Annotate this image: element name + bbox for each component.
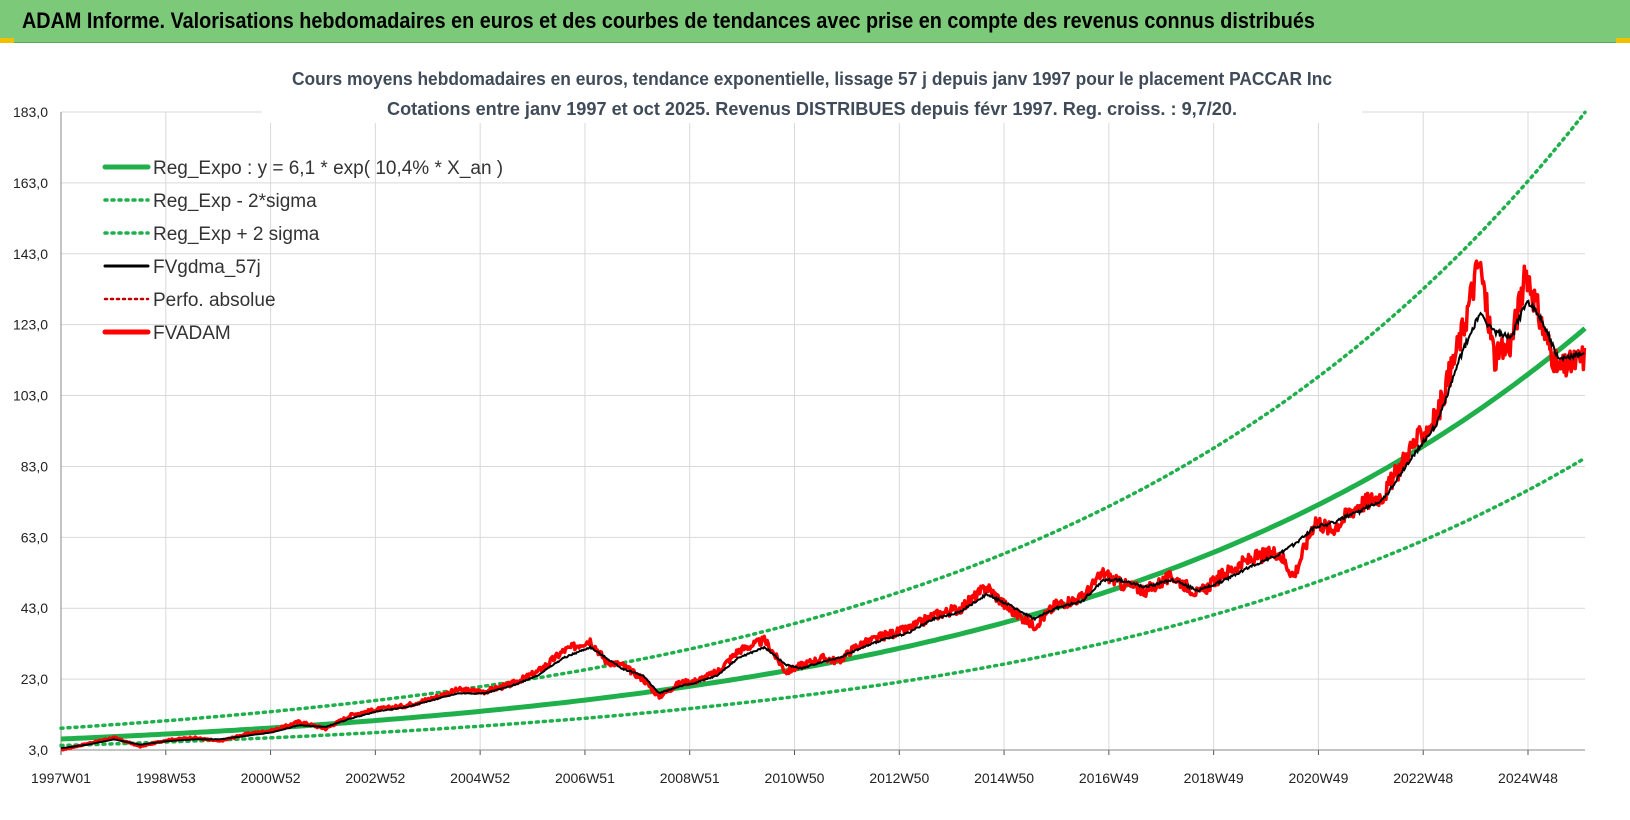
chart-title-line1: Cours moyens hebdomadaires en euros, ten…	[292, 69, 1332, 89]
x-tick-label: 2022W48	[1393, 770, 1453, 786]
x-tick-label: 2004W52	[450, 770, 510, 786]
y-tick-label: 143,0	[13, 246, 48, 262]
report-title: ADAM Informe. Valorisations hebdomadaire…	[22, 8, 1315, 33]
y-tick-label: 83,0	[21, 458, 48, 474]
x-tick-label: 2014W50	[974, 770, 1034, 786]
y-tick-label: 43,0	[21, 600, 48, 616]
title-background	[262, 63, 1362, 123]
x-tick-label: 2006W51	[555, 770, 615, 786]
y-tick-label: 63,0	[21, 529, 48, 545]
chart-area: 3,0 23,0 43,0 63,0 83,0 103,0 123,0 143,0 163,0 1…	[0, 43, 1630, 815]
chart-title-line2: Cotations entre janv 1997 et oct 2025. R…	[387, 99, 1237, 119]
lower-sigma-line	[59, 456, 1587, 748]
x-tick-label: 2010W50	[765, 770, 825, 786]
y-tick-label: 3,0	[29, 742, 49, 758]
series-lines	[59, 110, 1587, 752]
x-tick-label: 2018W49	[1184, 770, 1244, 786]
upper-sigma-line	[59, 110, 1587, 730]
y-tick-label: 103,0	[13, 388, 48, 404]
y-tick-label: 23,0	[21, 671, 48, 687]
corner-marker-left	[0, 38, 14, 43]
axes: 3,0 23,0 43,0 63,0 83,0 103,0 123,0 143,0 163,0 1…	[13, 104, 1585, 786]
x-tick-label: 1997W01	[31, 770, 91, 786]
x-tick-label: 2012W50	[869, 770, 929, 786]
legend-label: FVgdma_57j	[153, 257, 261, 278]
legend: Reg_Expo : y = 6,1 * exp( 10,4% * X_an )…	[102, 158, 503, 344]
x-tick-label: 2024W48	[1498, 770, 1558, 786]
legend-label: Reg_Exp + 2 sigma	[153, 224, 320, 245]
fvadam-line	[60, 259, 1587, 752]
x-tick-label: 2020W49	[1288, 770, 1348, 786]
legend-label: Reg_Expo : y = 6,1 * exp( 10,4% * X_an )	[153, 158, 503, 179]
report-banner: ADAM Informe. Valorisations hebdomadaire…	[0, 0, 1630, 43]
price-chart: 3,0 23,0 43,0 63,0 83,0 103,0 123,0 143,0 163,0 1…	[13, 63, 1587, 786]
y-tick-label: 123,0	[13, 317, 48, 333]
regression-line	[60, 326, 1587, 742]
x-tick-label: 2002W52	[345, 770, 405, 786]
fvgdma-line	[60, 299, 1585, 750]
corner-marker-right	[1616, 38, 1630, 43]
legend-label: Perfo. absolue	[153, 290, 276, 311]
y-tick-label: 163,0	[13, 175, 48, 191]
y-tick-label: 183,0	[13, 104, 48, 120]
x-tick-label: 1998W53	[136, 770, 196, 786]
legend-label: Reg_Exp - 2*sigma	[153, 191, 317, 212]
legend-label: FVADAM	[153, 323, 231, 344]
x-tick-label: 2008W51	[660, 770, 720, 786]
x-tick-label: 2016W49	[1079, 770, 1139, 786]
x-tick-label: 2000W52	[241, 770, 301, 786]
